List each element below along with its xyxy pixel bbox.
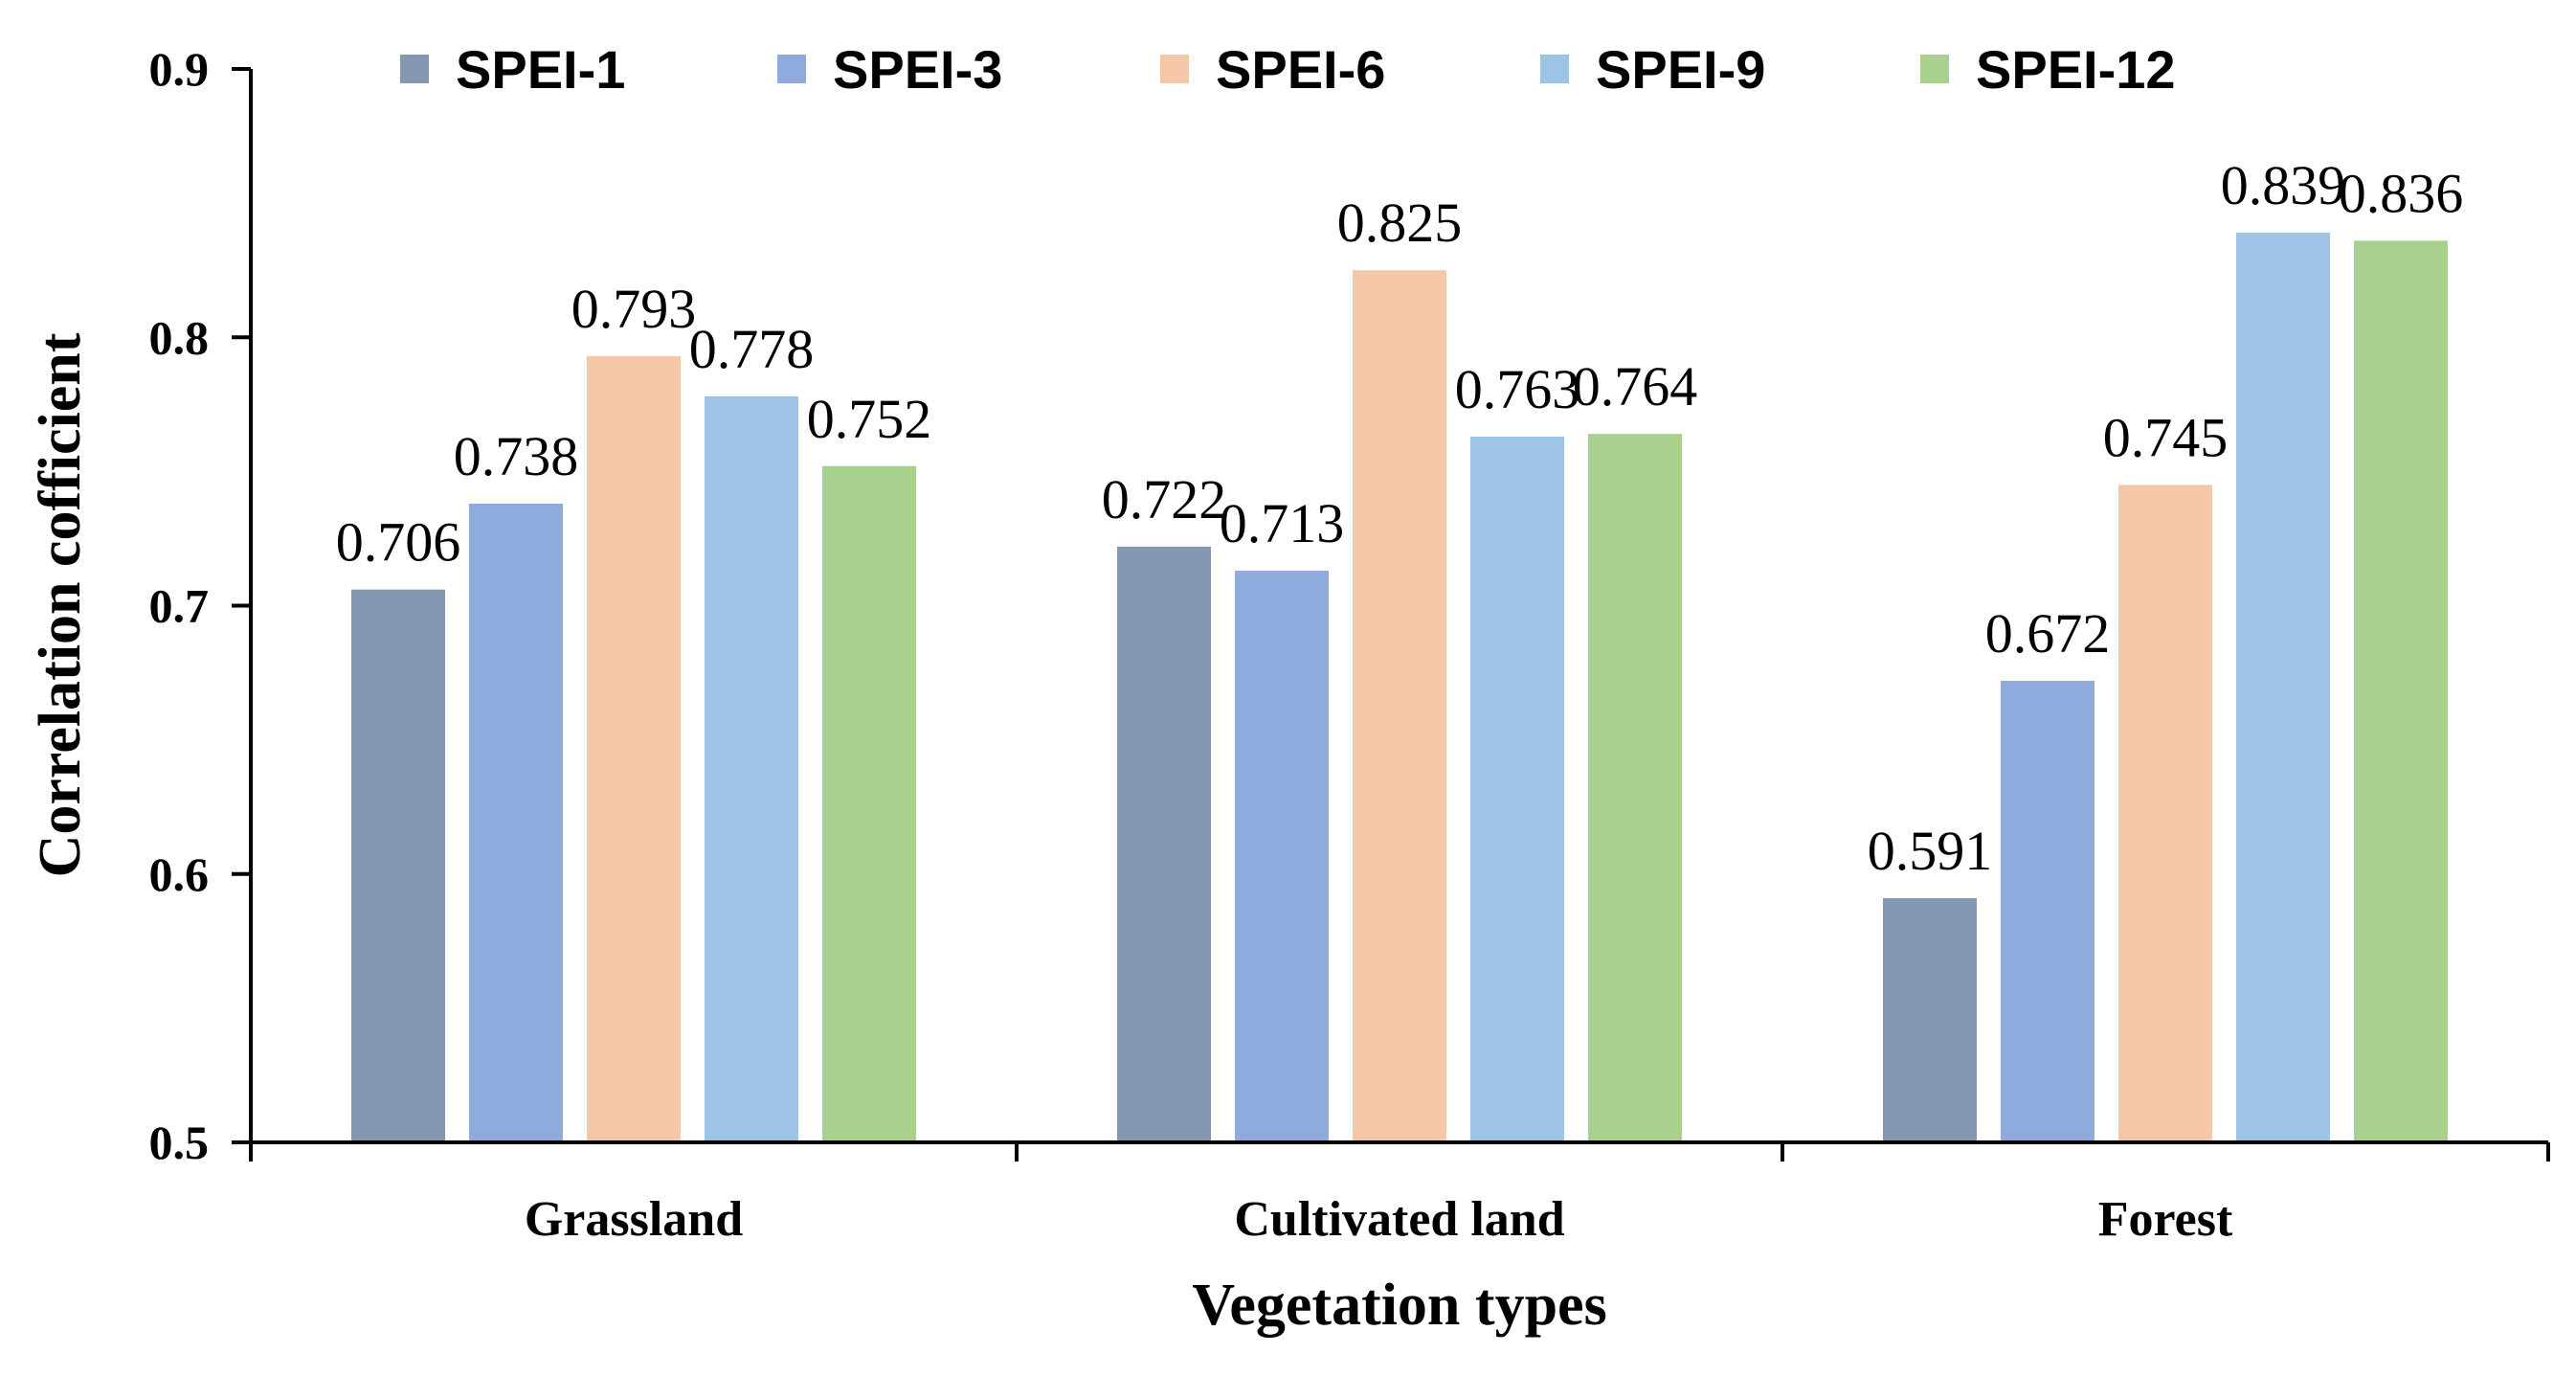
bar-spei-1-grassland (351, 589, 445, 1142)
x-tick-label: Forest (2098, 1192, 2233, 1247)
legend-swatch-spei-3 (777, 55, 806, 83)
bar-spei-1-forest (1883, 897, 1977, 1142)
data-label: 0.591 (1868, 820, 1993, 882)
y-axis-title: Correlation cofficient (28, 332, 93, 877)
data-label: 0.825 (1337, 192, 1463, 254)
y-tick-label: 0.7 (149, 579, 210, 633)
legend-swatch-spei-1 (400, 55, 429, 83)
bar-spei-9-cultivated-land (1470, 436, 1564, 1142)
legend-swatch-spei-9 (1540, 55, 1569, 83)
legend-label: SPEI-1 (456, 39, 625, 100)
legend-swatch-spei-12 (1920, 55, 1949, 83)
data-label: 0.722 (1102, 468, 1227, 530)
bar-spei-3-forest (2001, 680, 2094, 1142)
bar-spei-6-grassland (587, 355, 681, 1142)
bar-spei-12-forest (2354, 240, 2448, 1143)
data-label: 0.706 (336, 511, 461, 574)
bar-spei-3-grassland (469, 504, 563, 1142)
legend-label: SPEI-6 (1216, 39, 1385, 100)
legend-label: SPEI-9 (1596, 39, 1765, 100)
data-label: 0.745 (2103, 406, 2229, 468)
data-label: 0.778 (689, 318, 815, 380)
bar-spei-12-grassland (822, 465, 916, 1142)
y-ticks: 0.5 0.6 0.7 0.8 0.9 (149, 42, 251, 1169)
legend-label: SPEI-3 (833, 39, 1002, 100)
legend: SPEI-1 SPEI-3 SPEI-6 SPEI-9 SPEI-12 (400, 39, 2176, 100)
x-tick-label: Cultivated land (1234, 1192, 1564, 1247)
x-tick-label: Grassland (525, 1192, 743, 1247)
data-label: 0.764 (1573, 355, 1698, 417)
data-label: 0.752 (807, 388, 932, 450)
bar-spei-9-forest (2236, 232, 2330, 1142)
bar-spei-12-cultivated-land (1588, 434, 1682, 1142)
bar-spei-9-grassland (705, 395, 798, 1142)
x-ticks: Grassland Cultivated land Forest (249, 1142, 2550, 1247)
y-tick-label: 0.5 (149, 1116, 210, 1169)
bar-spei-6-forest (2118, 485, 2212, 1142)
bar-spei-6-cultivated-land (1353, 270, 1446, 1142)
legend-swatch-spei-6 (1160, 55, 1189, 83)
data-label: 0.672 (1985, 602, 2111, 665)
y-tick-label: 0.8 (149, 310, 210, 364)
data-label: 0.763 (1455, 358, 1580, 420)
x-axis-title: Vegetation types (1192, 1273, 1606, 1338)
bar-spei-1-cultivated-land (1117, 546, 1211, 1142)
legend-label: SPEI-12 (1976, 39, 2176, 100)
data-label: 0.793 (571, 278, 697, 340)
bar-spei-3-cultivated-land (1235, 571, 1329, 1142)
data-label: 0.836 (2339, 162, 2464, 224)
y-tick-label: 0.9 (149, 42, 210, 96)
data-label: 0.713 (1220, 492, 1345, 554)
bars (351, 232, 2448, 1143)
data-label: 0.839 (2221, 154, 2346, 216)
y-tick-label: 0.6 (149, 847, 210, 901)
data-label: 0.738 (454, 425, 579, 487)
